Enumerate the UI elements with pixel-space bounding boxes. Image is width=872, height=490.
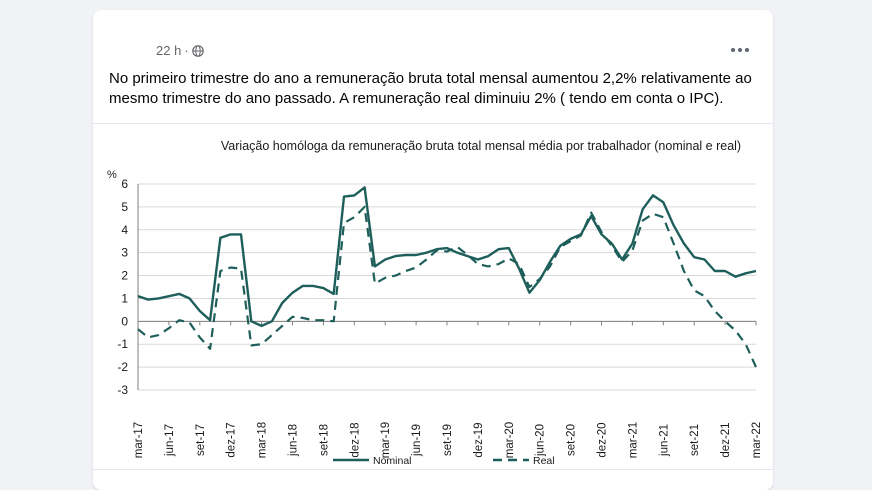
x-tick-label: set-20 bbox=[566, 424, 578, 456]
x-tick-label: jun-19 bbox=[411, 424, 423, 457]
post-meta: 22 h · bbox=[156, 43, 204, 58]
post-text: No primeiro trimestre do ano a remuneraç… bbox=[109, 70, 752, 107]
meta-separator: · bbox=[184, 43, 189, 58]
x-tick-label: mar-17 bbox=[133, 422, 145, 458]
y-tick-label: -1 bbox=[117, 337, 128, 351]
divider bbox=[93, 469, 773, 470]
post-card: 22 h · No primeiro trimestre do ano a re… bbox=[93, 10, 773, 490]
y-tick-label: 6 bbox=[121, 177, 128, 191]
x-tick-label: jun-21 bbox=[658, 424, 670, 457]
y-tick-label: 4 bbox=[121, 223, 128, 237]
x-tick-label: jun-17 bbox=[164, 424, 176, 457]
y-tick-label: -2 bbox=[117, 360, 128, 374]
y-tick-label: 2 bbox=[121, 269, 128, 283]
y-axis-unit: % bbox=[107, 169, 117, 181]
legend-label-nominal: Nominal bbox=[373, 455, 412, 467]
x-tick-label: jun-18 bbox=[288, 424, 300, 457]
y-tick-label: 1 bbox=[121, 291, 128, 305]
post-timestamp[interactable]: 22 h bbox=[156, 43, 182, 58]
globe-icon[interactable] bbox=[191, 44, 204, 57]
x-tick-label: dez-18 bbox=[349, 422, 361, 457]
x-tick-label: mar-19 bbox=[380, 422, 392, 458]
more-options-icon[interactable] bbox=[727, 37, 753, 63]
y-tick-label: 0 bbox=[121, 314, 128, 328]
x-tick-label: dez-20 bbox=[597, 422, 609, 457]
chart-title: Variação homóloga da remuneração bruta t… bbox=[221, 139, 741, 153]
x-tick-label: jun-20 bbox=[535, 424, 547, 457]
chart-image[interactable]: Variação homóloga da remuneração bruta t… bbox=[93, 123, 773, 479]
x-tick-label: mar-22 bbox=[751, 422, 763, 458]
x-tick-label: set-21 bbox=[689, 424, 701, 456]
legend-label-real: Real bbox=[533, 455, 555, 467]
x-tick-label: mar-21 bbox=[627, 422, 639, 458]
x-tick-label: dez-19 bbox=[473, 422, 485, 457]
x-tick-label: set-17 bbox=[195, 424, 207, 456]
x-tick-label: mar-20 bbox=[504, 422, 516, 458]
x-tick-label: set-18 bbox=[318, 424, 330, 456]
series-line-nominal bbox=[137, 186, 757, 328]
y-tick-label: -3 bbox=[117, 383, 128, 397]
x-tick-label: set-19 bbox=[442, 424, 454, 456]
x-tick-label: dez-17 bbox=[226, 422, 238, 457]
x-tick-label: dez-21 bbox=[720, 422, 732, 457]
x-tick-label: mar-18 bbox=[257, 422, 269, 458]
series-line-real bbox=[137, 205, 758, 368]
y-tick-label: 5 bbox=[121, 200, 128, 214]
y-tick-label: 3 bbox=[121, 246, 128, 260]
line-chart: Variação homóloga da remuneração bruta t… bbox=[107, 139, 763, 467]
